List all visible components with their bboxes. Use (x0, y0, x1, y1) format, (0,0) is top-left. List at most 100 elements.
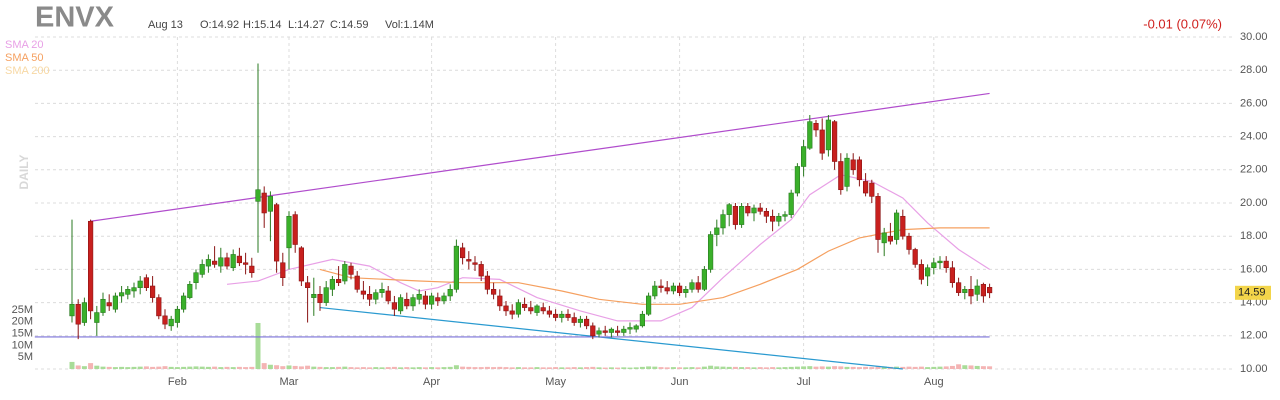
candle-body (943, 260, 949, 269)
candle-body (831, 121, 838, 162)
quote-volume: Vol:1.14M (385, 19, 434, 31)
volume-bar (342, 366, 348, 369)
candle-body (304, 282, 311, 288)
volume-bar (447, 366, 453, 369)
candle-body (156, 297, 162, 317)
candle-body (918, 264, 924, 280)
candle-body (391, 302, 398, 310)
volume-bar (478, 367, 484, 369)
candle-body (428, 295, 435, 305)
candle-body (893, 212, 900, 240)
volume-bar (168, 366, 174, 369)
quote-date: Aug 13 (148, 19, 183, 31)
candle-body (416, 293, 422, 300)
volume-bar (832, 366, 838, 369)
volume-bar (292, 365, 298, 369)
volume-bar (627, 367, 633, 369)
volume-bar (807, 366, 813, 369)
candle-body (596, 330, 602, 335)
candle-body (249, 265, 255, 274)
volume-bar (782, 367, 788, 369)
volume-bar (404, 367, 410, 369)
volume-bar (230, 367, 236, 369)
y-tick-label: 24.00 (1240, 131, 1268, 143)
candle-body (590, 325, 596, 337)
volume-bar (745, 367, 751, 369)
candle-body (292, 214, 298, 245)
volume-bar (329, 367, 335, 369)
candle-body (627, 327, 633, 330)
candle-body (745, 206, 751, 214)
candle-body (255, 189, 261, 202)
candle-body (329, 279, 336, 290)
candle-body (949, 267, 955, 283)
volume-bar (181, 366, 187, 369)
candle-body (453, 245, 460, 290)
candle-body (776, 215, 782, 222)
last-price-tag (1235, 285, 1271, 300)
y-tick-label: 12.00 (1240, 330, 1268, 342)
volume-bar (683, 367, 689, 369)
volume-bar (819, 366, 825, 369)
volume-bar (540, 367, 546, 369)
volume-bar (615, 367, 621, 369)
candle-body (459, 247, 466, 259)
volume-bar (354, 367, 360, 369)
candle-body (577, 318, 583, 323)
candle-body (900, 215, 906, 237)
volume-bar (373, 367, 379, 369)
candle-body (707, 234, 714, 270)
volume-bar (776, 367, 782, 369)
candle-body (968, 289, 974, 297)
volume-bar (484, 366, 490, 369)
candle-body (100, 298, 106, 313)
volume-bar (590, 366, 596, 369)
candle-body (565, 313, 571, 318)
candle-body (856, 159, 862, 181)
candle-body (447, 289, 453, 297)
quote-open: O:14.92 (200, 19, 239, 31)
candle-body (807, 121, 813, 149)
volume-bar (119, 366, 125, 369)
volume-bar (770, 367, 776, 369)
x-tick-label: Mar (280, 376, 299, 388)
candle-body (168, 318, 174, 327)
moving-average (226, 174, 990, 322)
quote-high: H:15.14 (243, 19, 282, 31)
candle-body (81, 302, 87, 323)
volume-bar (801, 366, 807, 369)
candle-body (962, 289, 968, 293)
volume-bar (875, 365, 881, 369)
timeframe: DAILY (17, 155, 31, 190)
volume-bar (224, 366, 230, 369)
volume-bar (863, 366, 869, 369)
candle-body (205, 259, 212, 267)
candle-body (844, 157, 850, 187)
candle-body (931, 262, 937, 269)
volume-bar (708, 365, 714, 369)
volume-bar (100, 366, 106, 369)
candle-body (720, 214, 726, 229)
volume-bar (137, 366, 143, 369)
candle-body (924, 267, 931, 277)
volume-bar (943, 366, 949, 369)
volume-tick-label: 15M (12, 328, 33, 340)
volume-bar (460, 366, 466, 369)
candle-body (633, 325, 639, 330)
volume-bar (726, 366, 732, 369)
candle-body (850, 159, 856, 171)
volume-bar (918, 366, 924, 369)
candle-body (286, 215, 292, 249)
volume-bar (193, 366, 199, 369)
candle-body (174, 308, 181, 323)
volume-bar (472, 367, 478, 369)
volume-bar (633, 367, 639, 369)
candle-body (193, 272, 199, 283)
quote-close: C:14.59 (330, 19, 369, 31)
volume-bar (286, 365, 292, 369)
candle-body (670, 285, 676, 292)
candle-body (546, 310, 552, 315)
candle-body (540, 307, 546, 312)
candle-body (608, 328, 614, 333)
volume-bar (187, 366, 193, 369)
